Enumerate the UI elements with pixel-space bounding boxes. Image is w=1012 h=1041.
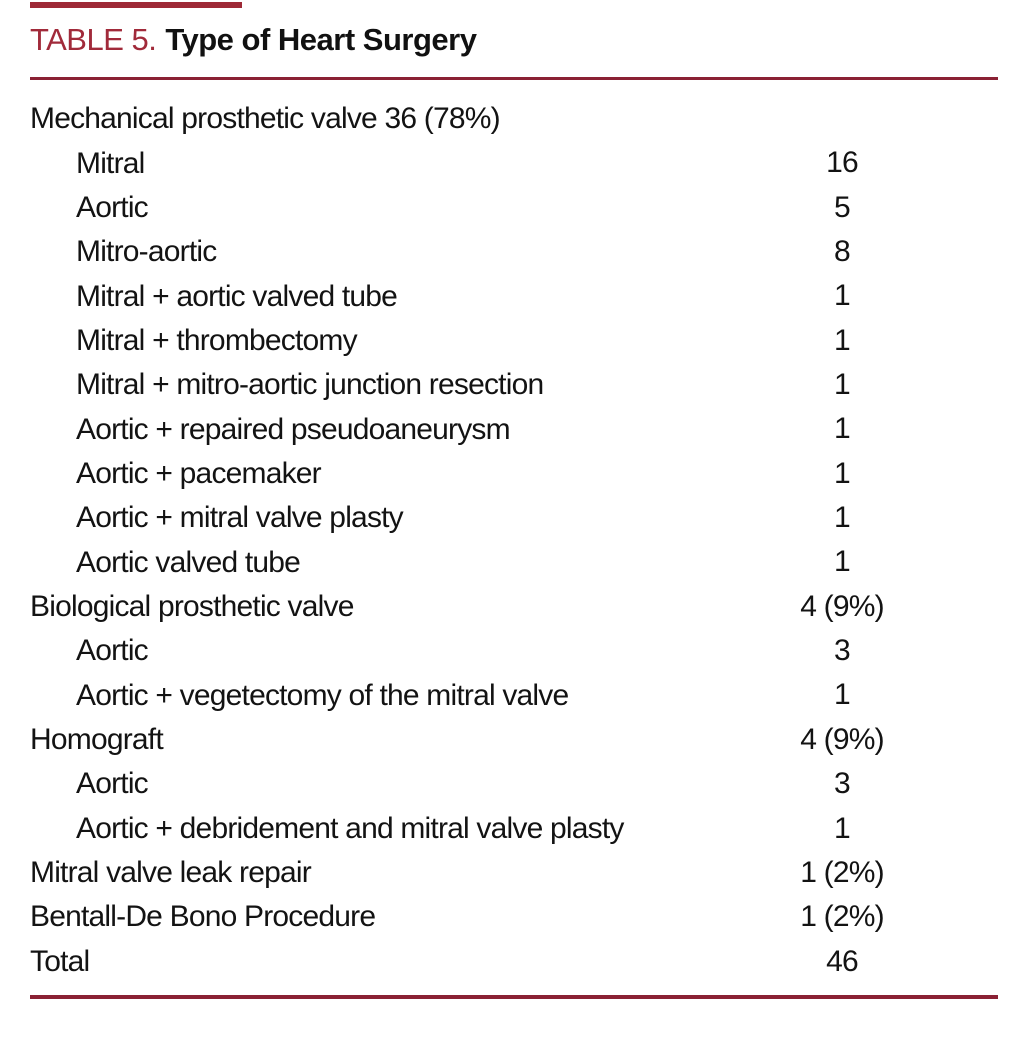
row-label: Aortic + mitral valve plasty [76, 501, 404, 535]
row-value: 1 [834, 279, 851, 313]
row-value: 5 [834, 190, 851, 224]
table-row: Aortic + repaired pseudoaneurysm 1 [30, 407, 998, 451]
row-label: Aortic + repaired pseudoaneurysm [76, 412, 511, 446]
row-label: Aortic [76, 634, 149, 668]
table-row: Mitral + mitro-aortic junction resection… [30, 363, 998, 407]
row-label: Mitro-aortic [76, 235, 217, 269]
row-value: 1 [834, 678, 851, 712]
row-value: 3 [834, 767, 851, 801]
row-value: 1 [834, 456, 851, 490]
row-label: Mechanical prosthetic valve 36 (78%) [30, 102, 501, 136]
table-row: Aortic 3 [30, 762, 998, 806]
table-row: Aortic 3 [30, 629, 998, 673]
table-row: Mechanical prosthetic valve 36 (78%) [30, 97, 998, 141]
table-row: Mitral + aortic valved tube 1 [30, 274, 998, 318]
row-label: Mitral + aortic valved tube [76, 279, 398, 313]
table-row: Aortic + vegetectomy of the mitral valve… [30, 673, 998, 717]
row-value: 3 [834, 634, 851, 668]
row-value: 1 (2%) [800, 900, 884, 934]
table-row: Mitral + thrombectomy 1 [30, 319, 998, 363]
row-value: 1 [834, 545, 851, 579]
row-label: Aortic + debridement and mitral valve pl… [76, 811, 624, 845]
row-value: 16 [826, 146, 859, 180]
row-label: Mitral valve leak repair [30, 856, 312, 890]
row-label: Bentall-De Bono Procedure [30, 900, 376, 934]
table-bottom-rule [30, 995, 998, 999]
row-value: 46 [826, 944, 859, 978]
table-row: Total 46 [30, 940, 998, 984]
row-value: 4 (9%) [800, 722, 884, 756]
row-value: 1 [834, 412, 851, 446]
row-value: 8 [834, 235, 851, 269]
table-row: Aortic valved tube 1 [30, 540, 998, 584]
row-value: 1 [834, 368, 851, 402]
row-label: Biological prosthetic valve [30, 589, 354, 623]
row-label: Homograft [30, 722, 164, 756]
table-row: Aortic + debridement and mitral valve pl… [30, 807, 998, 851]
row-label: Aortic + pacemaker [76, 456, 322, 490]
table-title: Type of Heart Surgery [165, 22, 477, 57]
row-label: Total [30, 944, 90, 978]
table-row: Mitro-aortic 8 [30, 230, 998, 274]
table-row: Homograft 4 (9%) [30, 718, 998, 762]
row-value: 1 [834, 323, 851, 357]
row-label: Aortic valved tube [76, 545, 301, 579]
table-row: Mitral 16 [30, 141, 998, 185]
row-value: 1 [834, 501, 851, 535]
row-label: Mitral + thrombectomy [76, 323, 358, 357]
table-accent-bar [30, 2, 242, 8]
row-label: Mitral [76, 146, 145, 180]
table-top-rule [30, 77, 998, 80]
row-value [742, 97, 942, 141]
table-row: Bentall-De Bono Procedure 1 (2%) [30, 895, 998, 939]
row-value: 1 (2%) [800, 855, 884, 889]
table-number-label: TABLE 5. [30, 22, 157, 57]
table-row: Aortic + mitral valve plasty 1 [30, 496, 998, 540]
table-row: Mitral valve leak repair 1 (2%) [30, 851, 998, 895]
table-row: Aortic + pacemaker 1 [30, 452, 998, 496]
row-label: Aortic + vegetectomy of the mitral valve [76, 678, 569, 712]
table-row: Aortic 5 [30, 186, 998, 230]
row-value: 4 (9%) [800, 589, 884, 623]
row-label: Aortic [76, 190, 149, 224]
row-label: Aortic [76, 767, 149, 801]
table-row: Biological prosthetic valve 4 (9%) [30, 585, 998, 629]
row-label: Mitral + mitro-aortic junction resection [76, 368, 544, 402]
table-body: Mechanical prosthetic valve 36 (78%) Mit… [30, 97, 998, 984]
table-caption: TABLE 5. Type of Heart Surgery [30, 22, 477, 58]
row-value: 1 [834, 811, 851, 845]
